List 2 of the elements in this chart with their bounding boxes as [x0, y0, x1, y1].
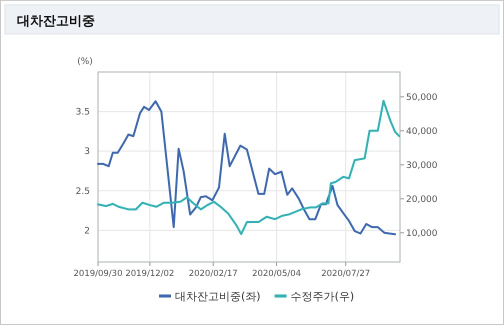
ylabel: (%)	[77, 57, 93, 67]
title: 대차잔고비중	[17, 14, 95, 29]
